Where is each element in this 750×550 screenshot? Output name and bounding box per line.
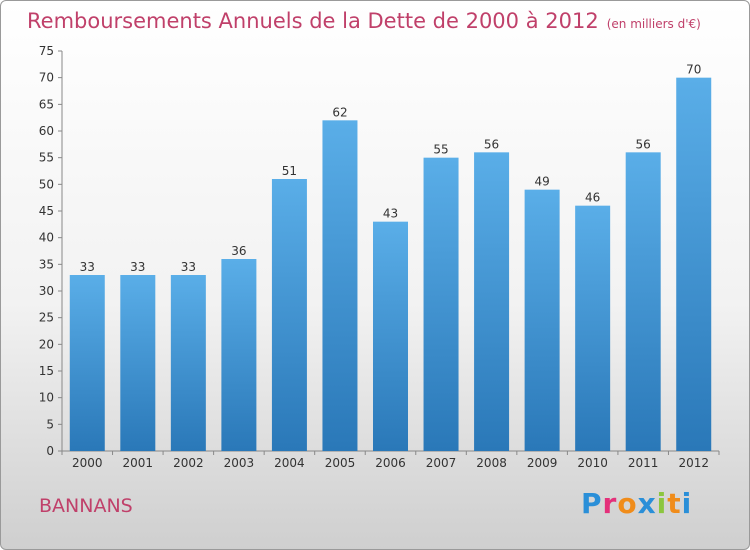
data-label: 36 [231,244,246,258]
x-tick-label: 2007 [426,456,457,470]
logo-letter: o [617,487,638,520]
y-tick-label: 10 [39,391,54,405]
y-tick-label: 55 [39,151,54,165]
logo-letter: i [656,487,668,520]
y-tick-label: 70 [39,71,54,85]
bar [373,221,408,451]
bar [322,120,358,451]
x-tick-label: 2006 [375,456,406,470]
data-label: 46 [585,191,600,205]
y-tick-label: 0 [46,444,54,458]
y-tick-label: 50 [39,177,54,191]
data-label: 33 [130,260,145,274]
bar [69,275,105,451]
y-tick-label: 30 [39,284,54,298]
axes: 0 5 10 15 20 25 30 35 40 45 50 55 60 65 70 75 2000 2001 20… [39,44,720,470]
bar [120,275,156,451]
data-label: 33 [80,260,95,274]
y-tick-label: 75 [39,44,54,58]
y-tick-label: 35 [39,257,54,271]
y-tick-label: 20 [39,337,54,351]
y-tick-label: 40 [39,231,54,245]
bar [474,152,510,452]
bar [221,259,257,451]
x-tick-label: 2008 [476,456,507,470]
x-tick-label: 2011 [628,456,659,470]
x-tick-label: 2003 [224,456,255,470]
proxiti-logo: Proxiti [581,487,692,520]
logo-letter: t [667,487,682,520]
x-tick-label: 2002 [173,456,204,470]
logo-letter: x [637,487,657,520]
x-tick-label: 2000 [72,456,103,470]
bar [676,77,712,452]
bar [524,189,560,451]
data-label: 49 [534,175,549,189]
chart-title-text: Remboursements Annuels de la Dette de 20… [27,9,599,33]
data-label: 62 [332,105,347,119]
y-tick-label: 45 [39,204,54,218]
x-tick-label: 2009 [527,456,558,470]
data-label: 56 [484,137,499,151]
data-label: 43 [383,207,398,221]
y-tick-label: 5 [46,417,54,431]
data-label: 56 [636,137,651,151]
bars [69,77,712,452]
x-tick-label: 2004 [274,456,305,470]
logo-letter: i [681,487,693,520]
y-tick-label: 15 [39,364,54,378]
x-tick-label: 2005 [325,456,356,470]
data-label: 55 [433,143,448,157]
y-tick-label: 60 [39,124,54,138]
data-labels: 33 33 33 36 51 62 43 55 56 49 46 56 70 [80,63,702,274]
logo-letter: P [581,487,603,520]
data-label: 70 [686,63,701,77]
data-label: 51 [282,164,297,178]
bar [423,157,459,451]
chart-subtitle: (en milliers d'€) [606,17,701,31]
bar [625,152,661,452]
y-tick-label: 25 [39,311,54,325]
x-tick-label: 2012 [678,456,709,470]
y-tick-label: 65 [39,97,54,111]
chart-title: Remboursements Annuels de la Dette de 20… [27,9,701,33]
commune-name: BANNANS [39,495,133,517]
x-tick-label: 2001 [123,456,154,470]
bar [170,275,206,451]
bar [271,179,307,451]
x-tick-label: 2010 [577,456,608,470]
logo-letter: r [602,487,618,520]
bar [575,205,611,451]
data-label: 33 [181,260,196,274]
